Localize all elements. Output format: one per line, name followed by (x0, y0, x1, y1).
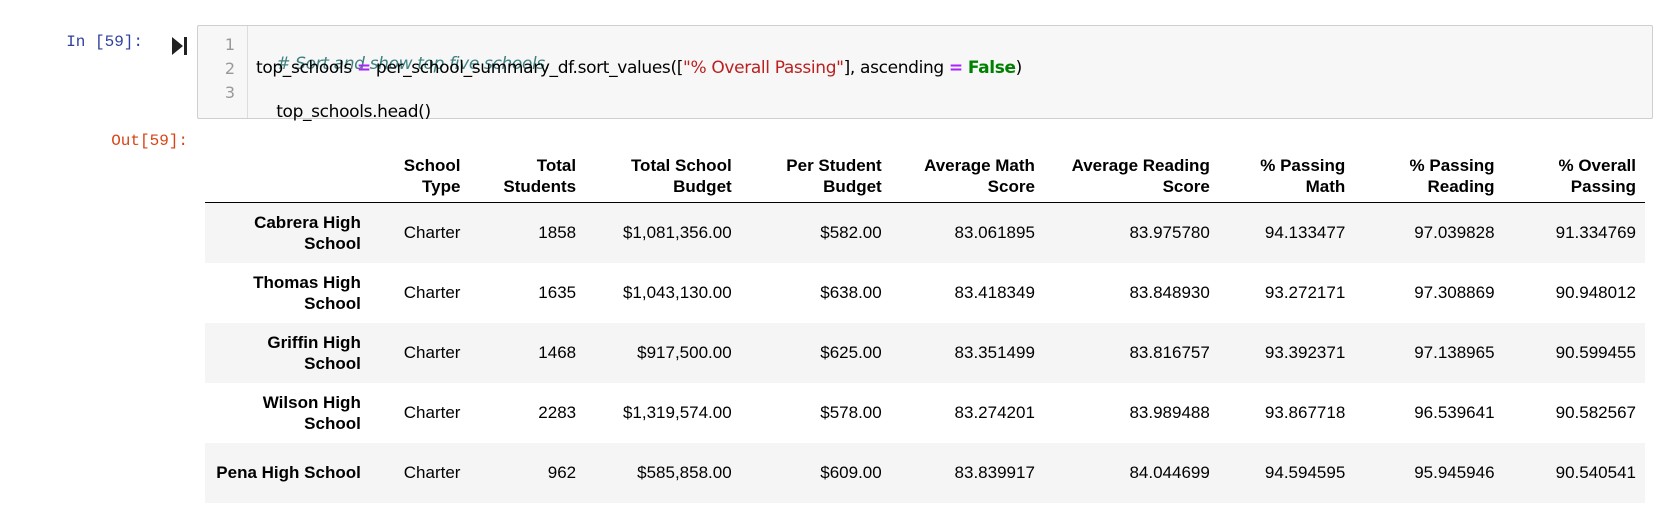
table-cell: 93.867718 (1264, 402, 1346, 422)
column-header: % Passing Math (1218, 150, 1355, 203)
table-cell: $1,319,574.00 (622, 402, 732, 422)
table-cell: 94.594595 (1264, 462, 1346, 482)
table-cell: 83.061895 (954, 222, 1035, 242)
input-prompt: In [59]: (66, 33, 143, 51)
column-header: % Passing Reading (1354, 150, 1504, 203)
table-cell: $578.00 (820, 402, 882, 422)
output-prompt: Out[59]: (111, 132, 188, 150)
table-cell: $609.00 (820, 462, 882, 482)
code-token: per_school_summary_df.sort_values([ (370, 58, 684, 78)
table-cell: $585,858.00 (637, 462, 732, 482)
code-token: ) (1015, 58, 1023, 78)
index-header (205, 150, 370, 203)
table-cell: Charter (403, 222, 461, 242)
table-cell: 83.418349 (954, 282, 1035, 302)
table-row: Pena High School Charter 962 $585,858.00… (205, 442, 1645, 503)
table-row: Griffin High School Charter 1468 $917,50… (205, 322, 1645, 383)
code-token: top_schools (256, 58, 357, 78)
column-header: Total Students (469, 150, 586, 203)
column-header: Average Math Score (890, 150, 1044, 203)
table-cell: 97.039828 (1414, 222, 1495, 242)
table-cell: Charter (403, 282, 461, 302)
code-token: top_schools.head() (276, 102, 431, 122)
code-operator: = (948, 58, 963, 78)
table-cell: 83.351499 (954, 342, 1035, 362)
column-header: Total School Budget (585, 150, 741, 203)
table-cell: 1635 (538, 282, 577, 302)
row-index: Griffin High School (267, 332, 361, 373)
column-header: School Type (369, 150, 470, 203)
table-cell: 1858 (538, 222, 577, 242)
table-cell: 84.044699 (1129, 462, 1210, 482)
run-cell-icon[interactable] (171, 36, 189, 56)
table-row: Wilson High School Charter 2283 $1,319,5… (205, 383, 1645, 443)
line-number-gutter: 1 2 3 (198, 26, 248, 118)
table-cell: 93.272171 (1264, 282, 1346, 302)
code-comment: # Sort and show top five schools. (276, 54, 550, 74)
code-cell[interactable]: 1 2 3 # Sort and show top five schools. … (197, 25, 1653, 122)
table-cell: 94.133477 (1264, 222, 1346, 242)
table-cell: 90.948012 (1555, 282, 1636, 302)
code-line-1: # Sort and show top five schools. (256, 34, 550, 94)
row-index: Cabrera High School (254, 212, 361, 253)
table-cell: 83.975780 (1129, 222, 1210, 242)
table-cell: 2283 (538, 402, 577, 422)
table-cell: 90.599455 (1555, 342, 1636, 362)
code-operator: = (356, 58, 371, 78)
table-cell: Charter (403, 462, 461, 482)
table-cell: 96.539641 (1414, 402, 1495, 422)
table-cell: $1,043,130.00 (622, 282, 732, 302)
table-cell: 962 (547, 462, 577, 482)
column-header: Per Student Budget (740, 150, 891, 203)
table-cell: Charter (403, 342, 461, 362)
code-token: ], ascending (843, 58, 949, 78)
table-cell: 1468 (538, 342, 577, 362)
line-number: 1 (224, 35, 235, 54)
table-cell: $625.00 (820, 342, 882, 362)
table-cell: 90.582567 (1555, 402, 1636, 422)
column-header: Average Reading Score (1043, 150, 1219, 203)
table-cell: 83.989488 (1129, 402, 1210, 422)
table-cell: 95.945946 (1414, 462, 1495, 482)
table-cell: 83.274201 (954, 402, 1035, 422)
row-index: Thomas High School (253, 272, 361, 313)
table-cell: 97.138965 (1414, 342, 1495, 362)
table-cell: 97.308869 (1414, 282, 1495, 302)
table-cell: 93.392371 (1264, 342, 1346, 362)
table-header-row: School Type Total Students Total School … (205, 150, 1645, 203)
table-cell: $638.00 (820, 282, 882, 302)
line-number: 3 (224, 83, 235, 102)
column-header: % Overall Passing (1503, 150, 1645, 203)
table-cell: $1,081,356.00 (622, 222, 732, 242)
table-cell: 90.540541 (1555, 462, 1636, 482)
code-line-2: top_schools = per_school_summary_df.sort… (256, 58, 1022, 78)
code-string: "% Overall Passing" (683, 58, 844, 78)
dataframe-table: School Type Total Students Total School … (205, 150, 1645, 503)
table-cell: $582.00 (820, 222, 882, 242)
table-cell: 83.816757 (1129, 342, 1210, 362)
row-index: Wilson High School (262, 392, 361, 433)
code-line-3: top_schools.head() (256, 82, 431, 142)
table-cell: 91.334769 (1555, 222, 1636, 242)
table-row: Thomas High School Charter 1635 $1,043,1… (205, 263, 1645, 323)
table-cell: $917,500.00 (637, 342, 732, 362)
table-row: Cabrera High School Charter 1858 $1,081,… (205, 202, 1645, 263)
code-keyword: False (967, 58, 1016, 78)
row-index: Pena High School (216, 463, 361, 482)
table-cell: 83.839917 (954, 462, 1035, 482)
table-cell: 83.848930 (1129, 282, 1210, 302)
table-cell: Charter (403, 402, 461, 422)
line-number: 2 (224, 59, 235, 78)
